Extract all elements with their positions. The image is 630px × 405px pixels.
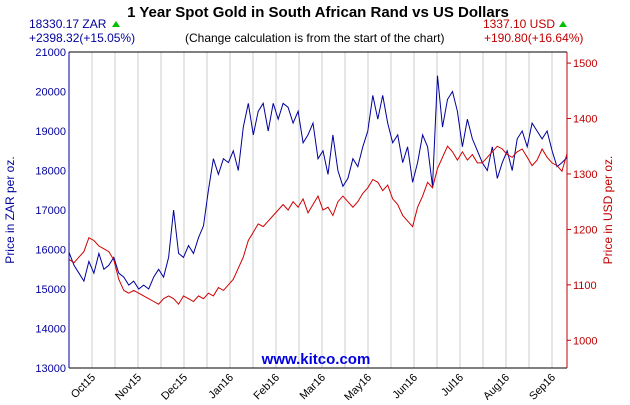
y-tick-right: 1500 bbox=[573, 58, 597, 70]
y-tick-left: 17000 bbox=[35, 205, 66, 217]
y-tick-left: 15000 bbox=[35, 284, 66, 296]
x-tick: May16 bbox=[342, 372, 374, 400]
usd-up-arrow-icon bbox=[559, 21, 567, 27]
x-tick: Mar16 bbox=[298, 372, 329, 400]
chart-title: 1 Year Spot Gold in South African Rand v… bbox=[127, 4, 509, 21]
x-tick: Jun16 bbox=[390, 372, 420, 400]
y-tick-left: 16000 bbox=[35, 245, 66, 257]
y-tick-left: 21000 bbox=[35, 47, 66, 59]
y-axis-left-label: Price in ZAR per oz. bbox=[3, 156, 17, 263]
y-tick-right: 1400 bbox=[573, 114, 597, 126]
axes: 13000 14000 15000 16000 17000 18000 19000 20000… bbox=[35, 47, 597, 403]
y-tick-right: 1000 bbox=[573, 335, 597, 347]
y-tick-right: 1100 bbox=[573, 280, 597, 292]
x-tick: Aug16 bbox=[481, 372, 512, 400]
y-tick-left: 19000 bbox=[35, 126, 66, 138]
change-note: (Change calculation is from the start of… bbox=[185, 31, 444, 45]
y-tick-left: 18000 bbox=[35, 166, 66, 178]
zar-up-arrow-icon bbox=[112, 21, 120, 27]
usd-change: +190.80(+16.64%) bbox=[484, 31, 583, 45]
series-lines bbox=[68, 75, 568, 306]
x-tick: Dec15 bbox=[159, 372, 190, 400]
x-tick: Nov15 bbox=[113, 372, 144, 400]
y-tick-left: 14000 bbox=[35, 324, 66, 336]
usd-price: 1337.10 USD bbox=[483, 17, 555, 31]
x-tick: Feb16 bbox=[252, 372, 283, 400]
y-tick-left: 20000 bbox=[35, 87, 66, 99]
watermark: www.kitco.com bbox=[261, 351, 371, 368]
x-tick: Jul16 bbox=[439, 372, 466, 399]
grid bbox=[91, 52, 553, 368]
series-usd-line bbox=[68, 145, 568, 306]
y-tick-right: 1200 bbox=[573, 224, 597, 236]
y-tick-left: 13000 bbox=[35, 363, 66, 375]
y-tick-right: 1300 bbox=[573, 169, 597, 181]
zar-change: +2398.32(+15.05%) bbox=[29, 31, 135, 45]
x-tick: Oct15 bbox=[69, 372, 98, 400]
zar-price: 18330.17 ZAR bbox=[29, 17, 107, 31]
x-tick: Jan16 bbox=[206, 372, 236, 400]
x-tick: Sep16 bbox=[527, 372, 558, 400]
series-zar-line bbox=[68, 75, 568, 290]
y-axis-right-label: Price in USD per oz. bbox=[601, 156, 615, 265]
